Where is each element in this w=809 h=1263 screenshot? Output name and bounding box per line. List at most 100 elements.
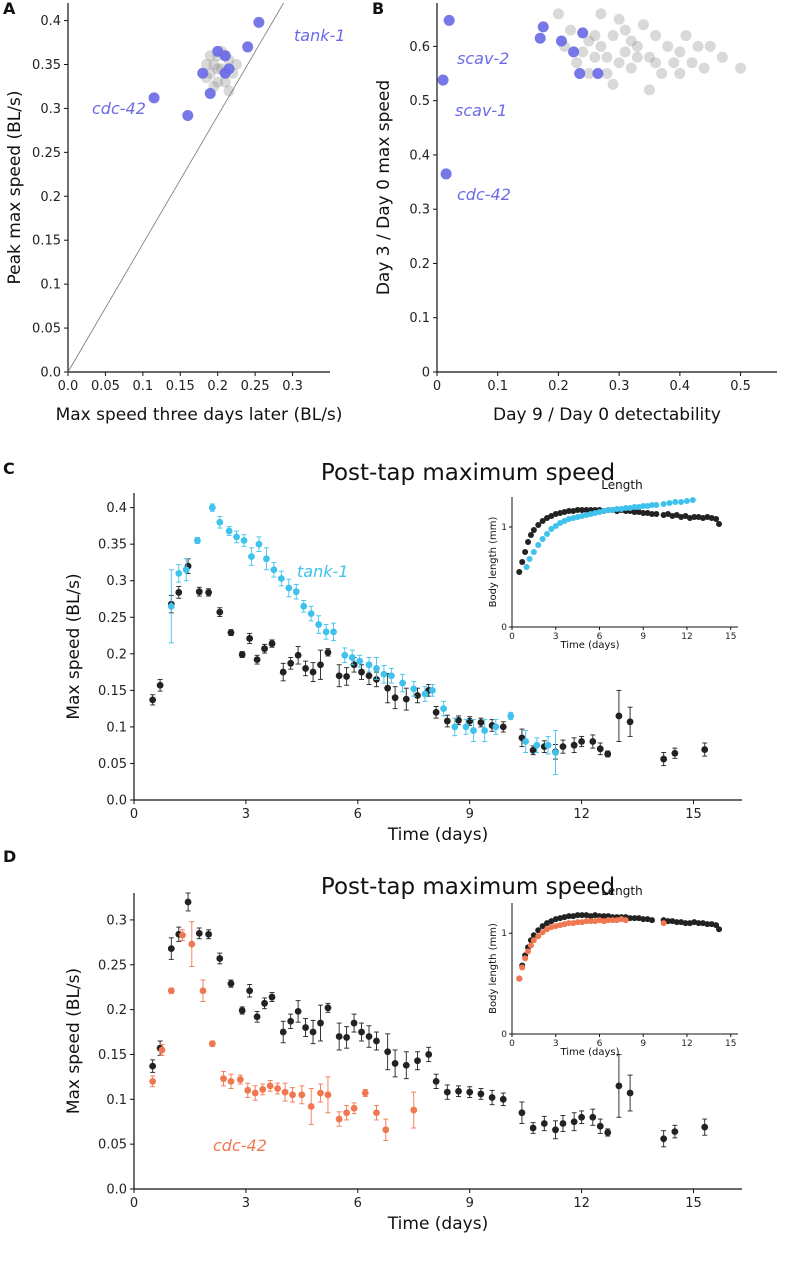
data-point (533, 741, 541, 749)
inset-data-point (673, 919, 680, 926)
y-tick-label: 0.0 (106, 1183, 127, 1198)
data-point (335, 1033, 343, 1040)
inset-x-tick-label: 6 (597, 1039, 603, 1049)
data-point (263, 555, 270, 563)
y-tick-label: 0.25 (98, 958, 127, 973)
background-point (650, 57, 662, 69)
data-point (266, 1082, 274, 1090)
data-point (175, 589, 183, 596)
chart-title: Post-tap maximum speed (321, 874, 615, 900)
data-point (604, 750, 612, 758)
data-point (317, 1089, 324, 1097)
y-tick-label: 0.2 (106, 1003, 127, 1018)
data-point (455, 716, 462, 724)
inset-data-point (716, 521, 723, 527)
inset-data-point (631, 915, 638, 922)
data-point (251, 1089, 259, 1097)
data-point (578, 738, 586, 745)
data-point (604, 1129, 612, 1136)
data-point (225, 527, 233, 535)
data-point (384, 684, 392, 692)
background-point (631, 51, 643, 63)
inset-data-point (683, 498, 690, 504)
inset-title: Length (601, 884, 642, 898)
gene-annotation: tank-1 (294, 26, 345, 45)
inset-data-point (578, 912, 585, 919)
data-point (481, 727, 489, 734)
inset-y-tick-label: 0 (501, 623, 507, 633)
data-point (365, 661, 373, 669)
inset-data-point (526, 556, 533, 562)
inset-x-tick-label: 15 (725, 632, 736, 642)
y-tick-label: 0.6 (409, 40, 430, 55)
highlight-point (577, 27, 589, 39)
y-tick-label: 0.3 (106, 574, 127, 589)
highlight-point (534, 32, 546, 44)
identity-line (67, 2, 284, 373)
data-point (626, 718, 634, 726)
inset-x-tick-label: 12 (681, 1039, 692, 1049)
background-point (625, 35, 637, 47)
data-point (596, 745, 604, 753)
inset-data-point (525, 539, 532, 545)
data-point (270, 566, 278, 574)
data-point (205, 589, 213, 596)
background-point (692, 40, 704, 52)
inset-x-tick-label: 12 (681, 632, 692, 642)
data-point (292, 588, 300, 596)
data-point (194, 537, 201, 544)
highlight-point (148, 92, 160, 104)
background-point (577, 46, 589, 58)
highlight-point (182, 109, 194, 121)
inset-data-point (605, 507, 612, 513)
panel-a-scatter: 0.0 0.05 0.1 0.15 0.2 0.25 0.3 0.0 0.05 0.1 0.15 0.… (5, 2, 345, 425)
data-point (233, 533, 240, 541)
y-axis-label: Max speed (BL/s) (64, 573, 84, 719)
y-tick-label: 0.3 (409, 203, 430, 218)
y-tick-label: 0.25 (98, 611, 127, 626)
inset-x-tick-label: 3 (553, 632, 559, 642)
y-tick-label: 0.2 (40, 190, 61, 205)
inset-data-point (682, 920, 689, 927)
inset-data-point (539, 518, 546, 524)
y-tick-label: 0.35 (32, 58, 61, 73)
data-point (300, 602, 308, 610)
background-point (595, 8, 607, 20)
data-point (488, 1094, 496, 1101)
inset-data-point (516, 569, 523, 575)
data-point (559, 1120, 567, 1127)
chart-title: Post-tap maximum speed (321, 460, 615, 486)
highlight-point (574, 68, 586, 80)
data-point (443, 1088, 451, 1096)
inset-data-point (565, 920, 572, 927)
inset-data-point (631, 504, 638, 510)
x-tick-label: 12 (573, 807, 590, 822)
data-point (499, 1095, 507, 1103)
inset-data-point (539, 923, 546, 930)
data-point (167, 602, 175, 610)
x-tick-label: 15 (685, 1196, 702, 1211)
data-point (518, 1109, 526, 1117)
data-point (432, 1077, 440, 1085)
data-point (399, 679, 406, 687)
gene-annotation: scav-1 (455, 101, 507, 120)
data-point (309, 668, 317, 676)
inset-data-point (609, 917, 616, 924)
inset-data-point (530, 527, 537, 533)
data-point (365, 672, 373, 680)
data-point (559, 743, 567, 751)
background-point (613, 13, 625, 25)
data-point (246, 987, 254, 995)
y-axis-label: Peak max speed (BL/s) (5, 91, 25, 285)
data-point (466, 1088, 474, 1096)
background-point (613, 57, 625, 69)
x-tick-label: 6 (354, 1196, 362, 1211)
data-point (287, 1017, 295, 1025)
data-point (238, 1007, 246, 1014)
background-point (552, 8, 564, 20)
background-point (583, 68, 595, 80)
data-point (240, 537, 248, 544)
data-point (307, 610, 315, 618)
data-point (402, 695, 410, 703)
y-tick-label: 0.3 (40, 102, 61, 117)
